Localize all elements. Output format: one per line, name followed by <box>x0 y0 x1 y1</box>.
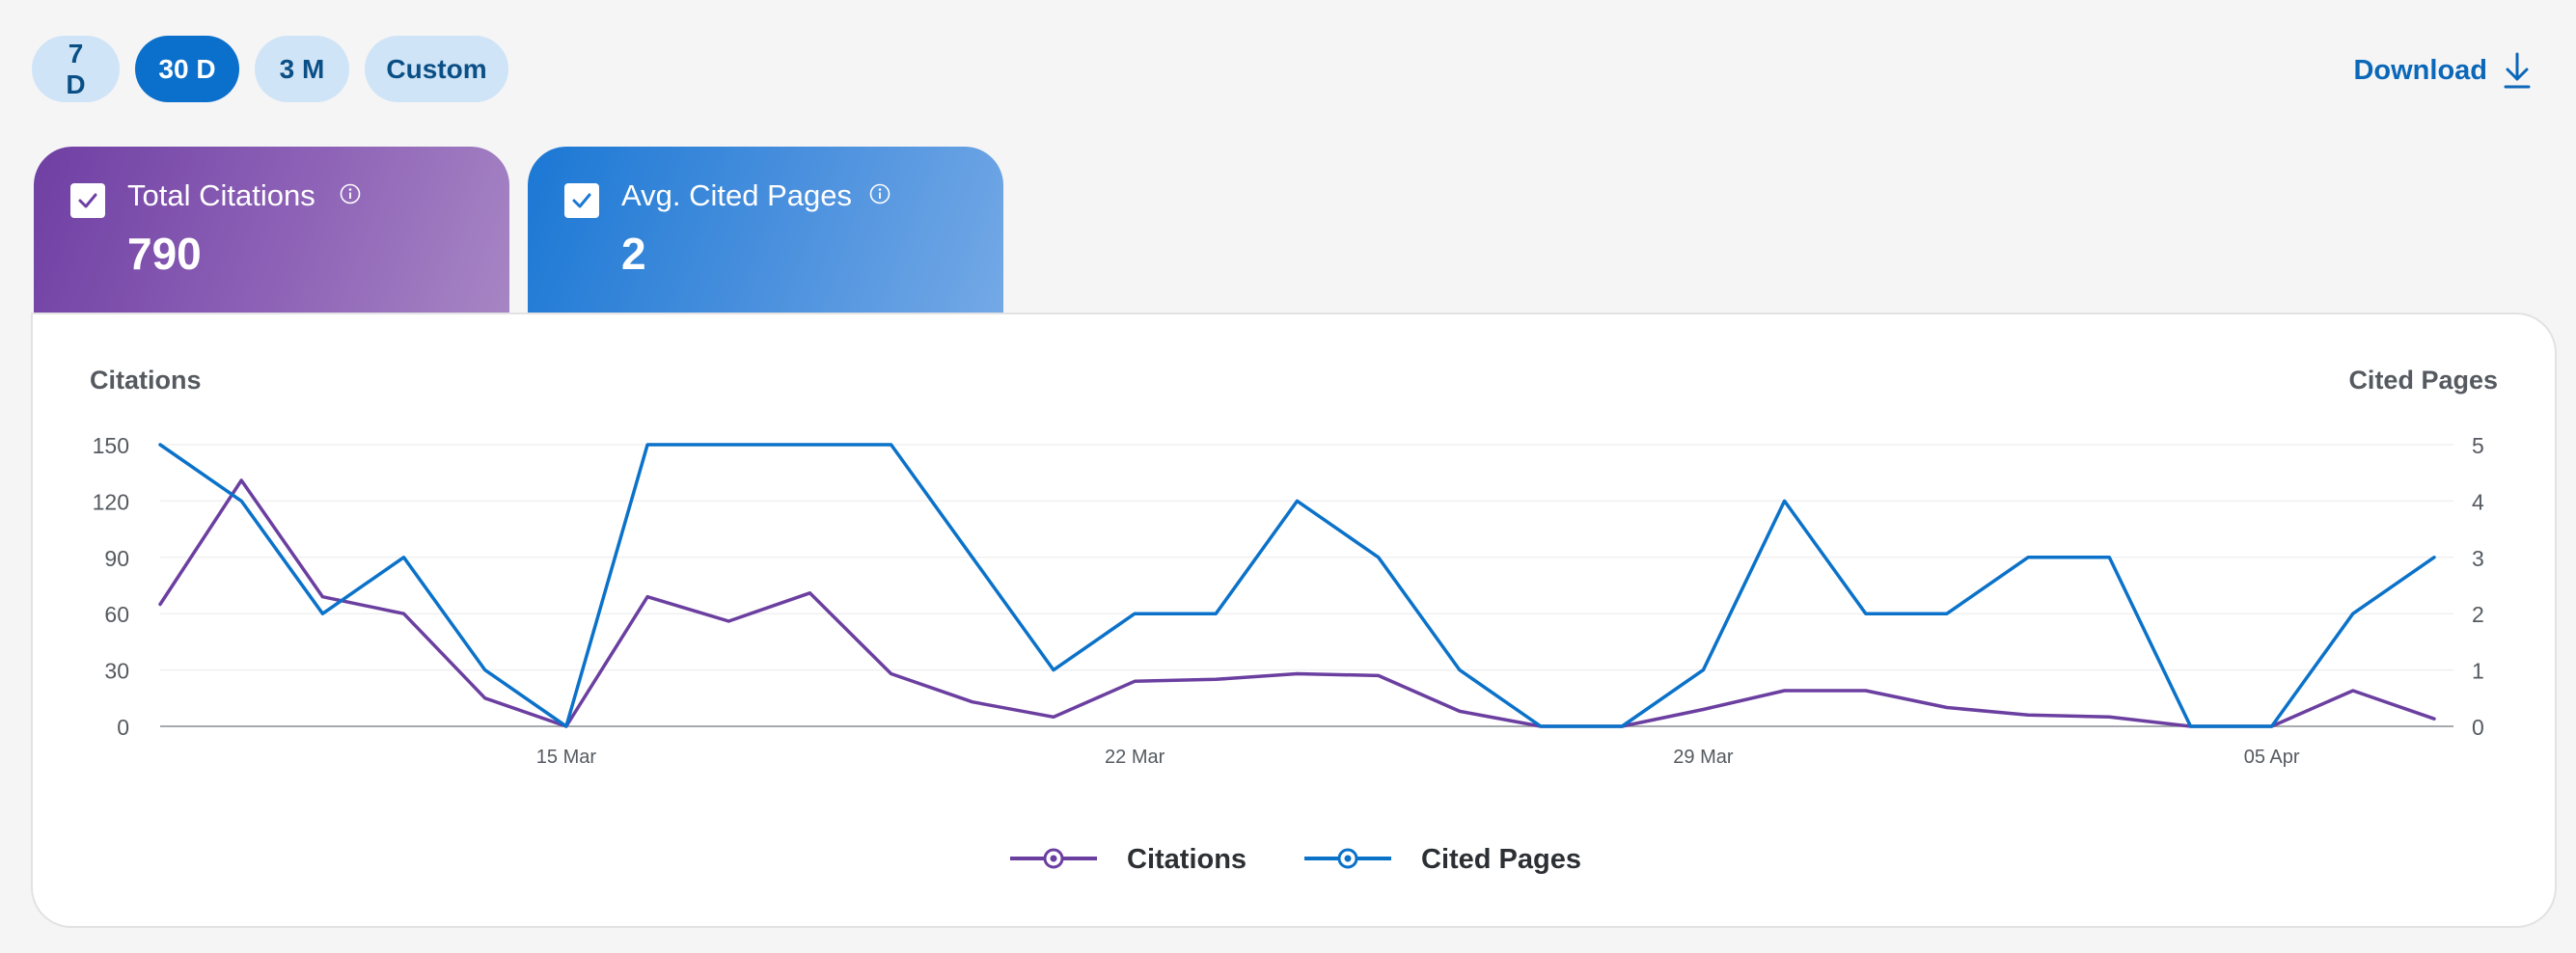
right-tick-label: 3 <box>2472 546 2484 571</box>
legend-label-cited-pages: Cited Pages <box>1421 844 1581 875</box>
series-line-citations <box>158 478 2436 728</box>
range-3m-button[interactable]: 3 M <box>255 36 349 102</box>
left-tick-label: 120 <box>93 489 129 514</box>
left-axis-title: Citations <box>90 366 202 395</box>
range-custom-button[interactable]: Custom <box>365 36 508 102</box>
kpi-label-avg-cited-pages: Avg. Cited Pages <box>621 178 852 212</box>
kpi-card-total-citations[interactable]: Total Citations 790 <box>34 147 509 320</box>
info-icon[interactable] <box>869 183 891 204</box>
left-tick-label: 150 <box>93 433 129 458</box>
right-axis-title: Cited Pages <box>2348 366 2498 395</box>
series-line-cited-pages <box>158 443 2436 728</box>
kpi-value-avg-cited-pages: 2 <box>621 229 646 279</box>
date-range-selector: 7 D 30 D 3 M Custom <box>32 36 508 102</box>
left-tick-label: 60 <box>104 602 129 627</box>
legend-marker-dot-cited-pages <box>1344 855 1352 862</box>
right-tick-label: 2 <box>2472 602 2484 627</box>
kpi-value-total-citations: 790 <box>127 229 202 279</box>
right-tick-label: 5 <box>2472 433 2484 458</box>
range-30d-button[interactable]: 30 D <box>135 36 239 102</box>
range-7d-button[interactable]: 7 D <box>32 36 120 102</box>
cited-pages-checkbox[interactable] <box>564 183 599 218</box>
checkmark-icon <box>78 193 97 208</box>
x-tick-label: 15 Mar <box>536 747 597 768</box>
download-label: Download <box>2353 54 2487 86</box>
line-chart: Citations Cited Pages 0 30 60 90 120 150 0 1 2 3 4 5 1… <box>90 366 2498 875</box>
download-button[interactable]: Download <box>2353 50 2534 91</box>
left-tick-label: 30 <box>104 659 129 684</box>
kpi-card-avg-cited-pages[interactable]: Avg. Cited Pages 2 <box>528 147 1003 320</box>
info-icon[interactable] <box>340 183 361 204</box>
kpi-label-total-citations: Total Citations <box>127 178 315 212</box>
x-tick-label: 22 Mar <box>1105 747 1165 768</box>
download-icon <box>2504 52 2531 89</box>
legend-label-citations: Citations <box>1127 844 1247 875</box>
legend-marker-dot-citations <box>1050 855 1057 862</box>
checkmark-icon <box>572 193 591 208</box>
x-tick-label: 29 Mar <box>1673 747 1734 768</box>
right-tick-label: 1 <box>2472 659 2484 684</box>
left-tick-label: 90 <box>104 546 129 571</box>
right-tick-label: 0 <box>2472 715 2484 740</box>
left-tick-label: 0 <box>117 715 129 740</box>
x-tick-label: 05 Apr <box>2244 747 2300 768</box>
citations-checkbox[interactable] <box>70 183 105 218</box>
right-tick-label: 4 <box>2472 489 2484 514</box>
chart-card: Citations Cited Pages 0 30 60 90 120 150 0 1 2 3 4 5 1… <box>33 314 2555 926</box>
